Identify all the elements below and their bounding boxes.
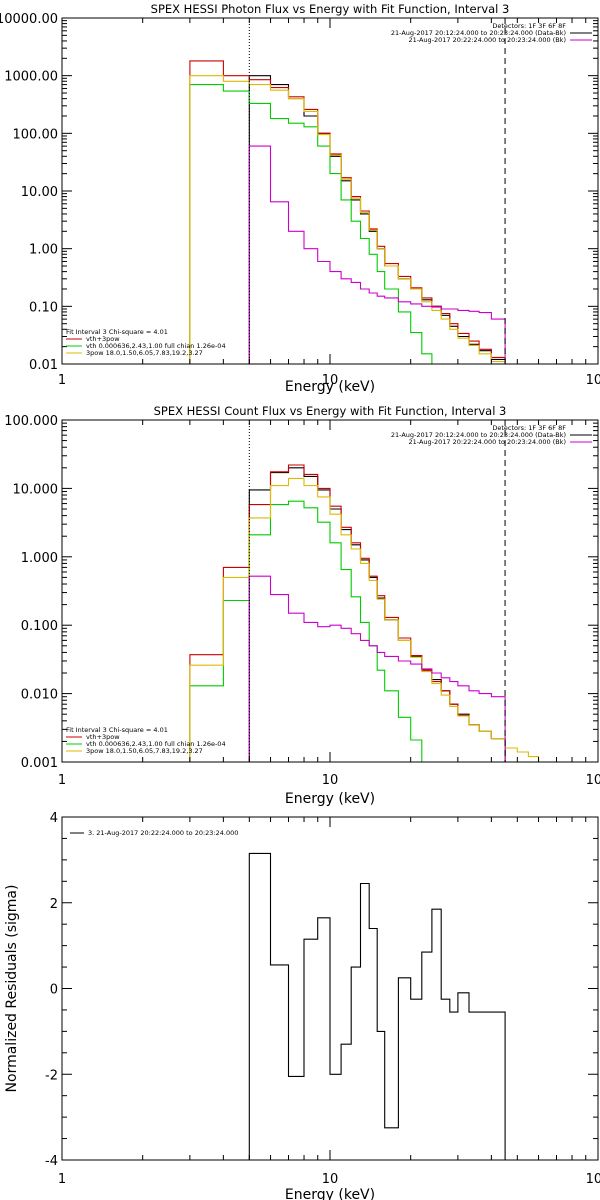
y-tick-label: 0.001 (21, 756, 58, 771)
series-line-1 (248, 852, 506, 1160)
x-tick-label: 10 (322, 1172, 339, 1187)
chart-title: SPEX HESSI Count Flux vs Energy with Fit… (154, 404, 507, 418)
chart-panel-3: 1 10 100 Energy (keV) -4 -2 0 2 4 Normalized Resi… (4, 811, 600, 1200)
series-line-2 (189, 464, 506, 762)
y-tick-label: 100.000 (4, 414, 58, 429)
x-tick-label: 10 (322, 373, 339, 388)
series-line-5 (248, 575, 506, 762)
y-tick-label: 0.10 (29, 300, 58, 315)
x-tick-label: 100 (586, 773, 600, 788)
chart-panel-2: SPEX HESSI Count Flux vs Energy with Fit… (4, 404, 600, 807)
series-line-4 (189, 75, 529, 364)
legend-bottom-entry: vth+3pow (86, 335, 120, 343)
legend-bottom-entry: vth+3pow (86, 733, 120, 741)
y-axis-label: Normalized Residuals (sigma) (4, 885, 20, 1093)
y-tick-label: -2 (45, 1068, 58, 1083)
legend-bottom-entry: Fit Interval 3 Chi-square = 4.01 (66, 328, 168, 336)
x-tick-label: 10 (322, 773, 339, 788)
y-tick-label: 100.00 (13, 127, 59, 142)
x-tick-label: 100 (586, 1172, 600, 1187)
x-axis-label: Energy (keV) (285, 791, 375, 807)
y-tick-label: 0.01 (29, 358, 58, 373)
y-tick-label: 0.010 (21, 688, 58, 703)
series-line-3 (189, 84, 433, 364)
legend-entry: 3. 21-Aug-2017 20:22:24.000 to 20:23:24.… (88, 829, 238, 837)
chart-panel-1: SPEX HESSI Photon Flux vs Energy with Fi… (0, 2, 600, 395)
y-tick-label: 1.00 (29, 243, 58, 258)
plot-frame (61, 17, 599, 365)
y-tick-label: 2 (50, 897, 58, 912)
x-axis-label: Energy (keV) (285, 1187, 375, 1200)
y-tick-label: 1.000 (21, 551, 58, 566)
y-tick-label: 1000.00 (4, 70, 58, 85)
series-line-5 (248, 145, 506, 364)
legend-top-entry: 21-Aug-2017 20:22:24.000 to 20:23:24.000… (409, 438, 566, 446)
y-tick-label: 4 (50, 811, 58, 826)
x-tick-label: 1 (58, 373, 66, 388)
series-line-2 (189, 60, 506, 364)
legend-top-entry: 21-Aug-2017 20:12:24.000 to 20:23:24.000… (391, 431, 566, 439)
x-tick-label: 1 (58, 773, 66, 788)
y-tick-label: 10.000 (13, 482, 59, 497)
y-tick-label: 0.100 (21, 619, 58, 634)
x-tick-label: 1 (58, 1172, 66, 1187)
legend-bottom-entry: vth 0.000636,2.43,1.00 full chian 1.26e-… (86, 342, 226, 350)
y-tick-label: 10000.00 (0, 12, 58, 27)
legend-bottom-entry: 3pow 18.0,1.50,6.05,7.83,19.2,3.27 (86, 349, 203, 357)
legend-top-entry: 21-Aug-2017 20:22:24.000 to 20:23:24.000… (409, 36, 566, 44)
y-tick-label: 10.00 (21, 185, 58, 200)
y-tick-label: -4 (45, 1154, 58, 1169)
x-axis-label: Energy (keV) (285, 379, 375, 395)
series-line-4 (189, 477, 548, 762)
series-group (189, 464, 548, 762)
legend-top-entry: Detectors: 1F 3F 6F 8F (492, 22, 566, 30)
legend-top-entry: 21-Aug-2017 20:12:24.000 to 20:23:24.000… (391, 29, 566, 37)
y-tick-label: 0 (50, 983, 58, 998)
chart-title: SPEX HESSI Photon Flux vs Energy with Fi… (151, 2, 510, 16)
series-line-1 (248, 467, 506, 762)
x-tick-label: 100 (586, 373, 600, 388)
series-line-3 (189, 500, 432, 762)
plot-frame (61, 419, 599, 763)
legend-bottom-entry: 3pow 18.0,1.50,6.05,7.83,19.2,3.27 (86, 747, 203, 755)
series-group (248, 852, 506, 1160)
legend-bottom-entry: vth 0.000636,2.43,1.00 full chian 1.26e-… (86, 740, 226, 748)
legend-top-entry: Detectors: 1F 3F 6F 8F (492, 424, 566, 432)
legend-bottom-entry: Fit Interval 3 Chi-square = 4.01 (66, 726, 168, 734)
series-group (189, 60, 529, 364)
